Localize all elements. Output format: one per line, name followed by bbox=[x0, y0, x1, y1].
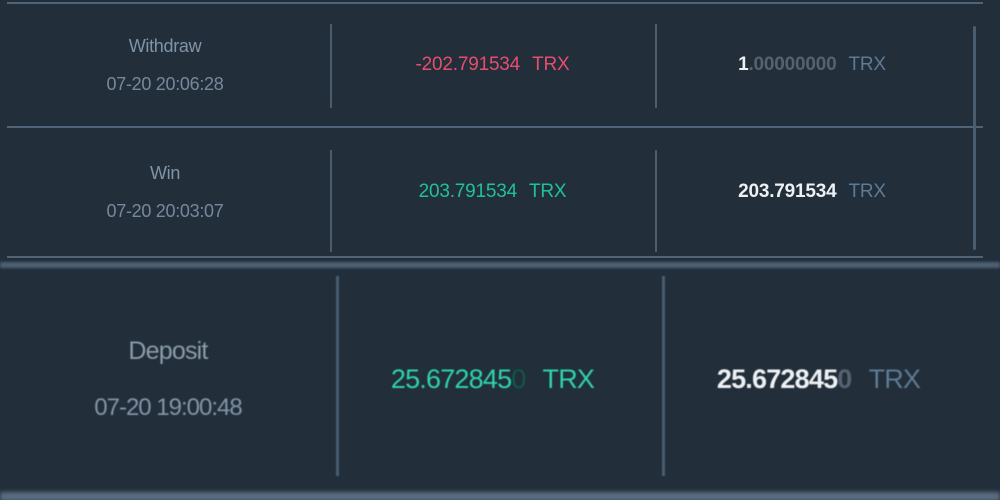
currency-label: TRX bbox=[532, 54, 570, 75]
row-separator bbox=[7, 2, 983, 4]
transaction-amount-cell: 25.672845 0 TRX bbox=[336, 268, 663, 490]
column-divider bbox=[330, 24, 332, 108]
transaction-datetime: 07-20 20:06:28 bbox=[106, 73, 224, 94]
balance-value: 1 bbox=[738, 54, 749, 75]
currency-label: TRX bbox=[542, 363, 595, 394]
balance-cell: 203.791534 TRX bbox=[655, 128, 983, 256]
balance-cell: 25.672845 0 TRX bbox=[663, 268, 1000, 490]
magnified-row-separator bbox=[0, 492, 1000, 500]
transaction-type-label: Win bbox=[149, 162, 181, 183]
transaction-type-cell: Deposit 07-20 19:00:48 bbox=[0, 268, 336, 490]
column-divider bbox=[336, 276, 339, 476]
currency-label: TRX bbox=[528, 181, 567, 202]
transaction-row-withdraw: Withdraw 07-20 20:06:28 -202.791534 TRX … bbox=[0, 4, 1000, 126]
balance-amount: 203.791534 TRX bbox=[738, 181, 886, 203]
transaction-datetime: 07-20 19:00:48 bbox=[94, 393, 242, 421]
balance-value: 25.672845 bbox=[716, 363, 838, 394]
transaction-row-deposit: Deposit 07-20 19:00:48 25.672845 0 TRX 25… bbox=[0, 268, 1000, 490]
column-divider bbox=[662, 276, 665, 476]
transaction-type-label: Withdraw bbox=[128, 35, 202, 56]
magnified-row-separator bbox=[0, 262, 1000, 268]
magnified-section: Deposit 07-20 19:00:48 25.672845 0 TRX 25… bbox=[0, 268, 1000, 490]
balance-amount: 25.672845 0 TRX bbox=[716, 363, 921, 395]
balance-amount: 1.00000000 TRX bbox=[738, 54, 886, 76]
row-separator bbox=[7, 256, 983, 258]
column-divider bbox=[655, 150, 657, 252]
balance-trailing-zeros: 0 bbox=[837, 363, 852, 394]
amount-trailing-zeros: 0 bbox=[511, 363, 526, 394]
column-divider bbox=[330, 150, 332, 252]
balance-value: 203.791534 bbox=[738, 181, 837, 202]
transaction-amount-cell: -202.791534 TRX bbox=[330, 4, 655, 126]
amount-value: -202.791534 bbox=[415, 54, 521, 75]
amount-value: 203.791534 bbox=[418, 181, 518, 202]
transaction-type-cell: Win 07-20 20:03:07 bbox=[0, 128, 330, 256]
amount-value: 25.672845 bbox=[390, 363, 512, 394]
row-separator bbox=[7, 126, 983, 128]
balance-cell: 1.00000000 TRX bbox=[655, 4, 983, 126]
transaction-amount: -202.791534 TRX bbox=[416, 54, 570, 76]
transaction-amount: 203.791534 TRX bbox=[419, 181, 567, 203]
transaction-type-label: Deposit bbox=[128, 336, 208, 365]
currency-label: TRX bbox=[868, 363, 921, 394]
balance-trailing-zeros: .00000000 bbox=[748, 54, 837, 75]
currency-label: TRX bbox=[848, 54, 886, 75]
transaction-type-cell: Withdraw 07-20 20:06:28 bbox=[0, 4, 330, 126]
transaction-amount-cell: 203.791534 TRX bbox=[330, 128, 655, 256]
scrollbar-thumb[interactable] bbox=[973, 26, 976, 250]
transaction-datetime: 07-20 20:03:07 bbox=[106, 200, 224, 221]
transaction-amount: 25.672845 0 TRX bbox=[390, 363, 595, 395]
currency-label: TRX bbox=[848, 181, 886, 202]
column-divider bbox=[655, 24, 657, 108]
transaction-row-win: Win 07-20 20:03:07 203.791534 TRX 203.79… bbox=[0, 128, 1000, 256]
